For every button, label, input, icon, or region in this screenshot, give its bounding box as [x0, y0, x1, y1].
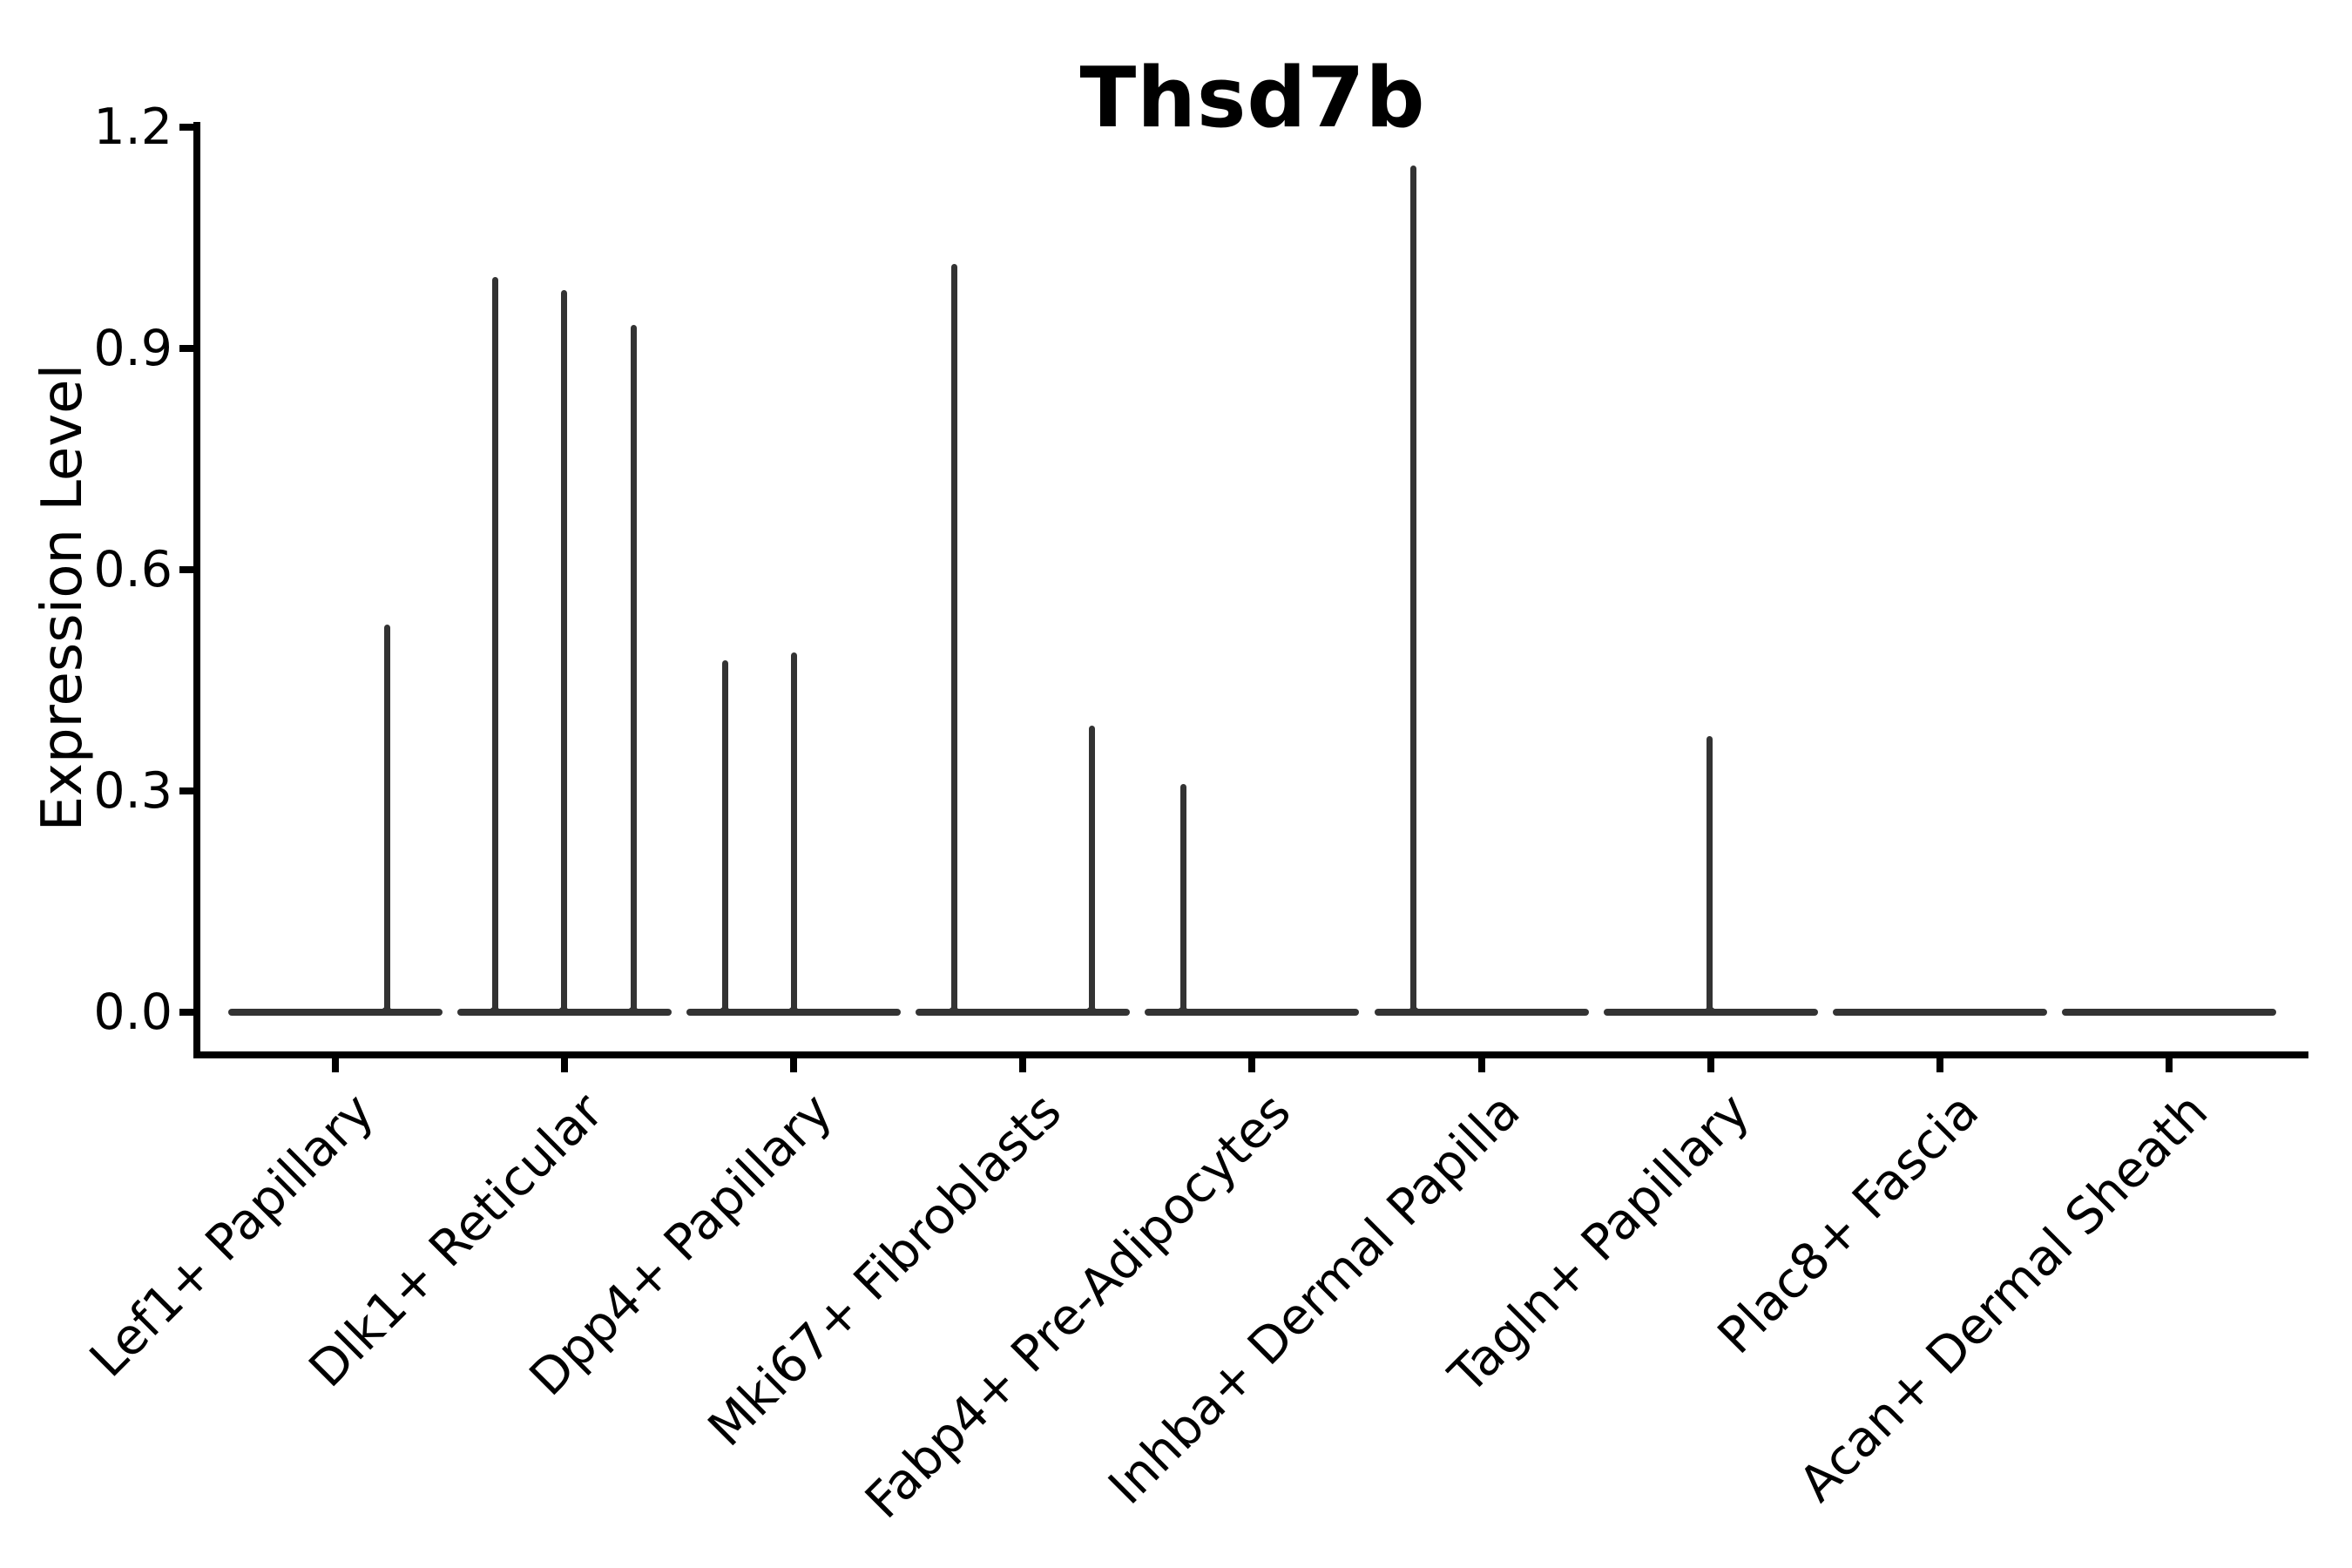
x-axis-tick — [1019, 1058, 1027, 1072]
y-axis-tick-label: 1.2 — [93, 98, 172, 156]
y-axis-tick — [179, 124, 193, 131]
y-axis-tick-label: 0.3 — [93, 762, 172, 820]
y-axis-tick — [179, 1009, 193, 1016]
x-axis-tick — [2165, 1058, 2173, 1072]
y-axis-tick — [179, 787, 193, 794]
violin-spike — [950, 263, 957, 1012]
violin-spike — [560, 290, 567, 1012]
y-axis-tick — [179, 566, 193, 573]
violin-spike — [1088, 725, 1095, 1012]
violin-spike — [1410, 166, 1416, 1012]
violin-spike — [630, 324, 637, 1012]
y-axis-tick-label: 0.9 — [93, 320, 172, 377]
violin-baseline — [1145, 1009, 1360, 1016]
x-axis-tick — [1477, 1058, 1485, 1072]
x-axis-tick — [1248, 1058, 1256, 1072]
x-axis-tick — [1707, 1058, 1714, 1072]
x-axis-tick — [561, 1058, 569, 1072]
violin-spike — [721, 660, 728, 1012]
y-axis-tick — [179, 345, 193, 352]
x-axis-tick — [1936, 1058, 1943, 1072]
violin-baseline — [1832, 1009, 2047, 1016]
x-axis-tick — [790, 1058, 798, 1072]
x-axis-tick — [332, 1058, 339, 1072]
violin-baseline — [686, 1009, 902, 1016]
violin-spike — [491, 276, 498, 1012]
violin-baseline — [1603, 1009, 1818, 1016]
x-axis-tick-label: Inhba+ Dermal Papilla — [1098, 1082, 1531, 1516]
x-axis-spine — [193, 1051, 2308, 1058]
violin-spike — [1707, 736, 1713, 1012]
y-axis-tick-label: 0.6 — [93, 541, 172, 598]
x-axis-tick-label: Fabp4+ Pre-Adipocytes — [855, 1082, 1302, 1531]
violin-baseline — [228, 1009, 443, 1016]
y-axis-spine — [193, 122, 200, 1058]
violin-baseline — [916, 1009, 1131, 1016]
violin-baseline — [457, 1009, 672, 1016]
y-axis-tick-label: 0.0 — [93, 983, 172, 1041]
x-axis-tick-label: Acan+ Dermal Sheath — [1788, 1082, 2220, 1513]
violin-baseline — [2061, 1009, 2276, 1016]
violin-spike — [1179, 784, 1186, 1012]
violin-baseline — [1374, 1009, 1589, 1016]
violin-spike — [383, 624, 390, 1012]
chart-title: Thsd7b — [1079, 51, 1426, 146]
violin-spike — [790, 652, 797, 1012]
